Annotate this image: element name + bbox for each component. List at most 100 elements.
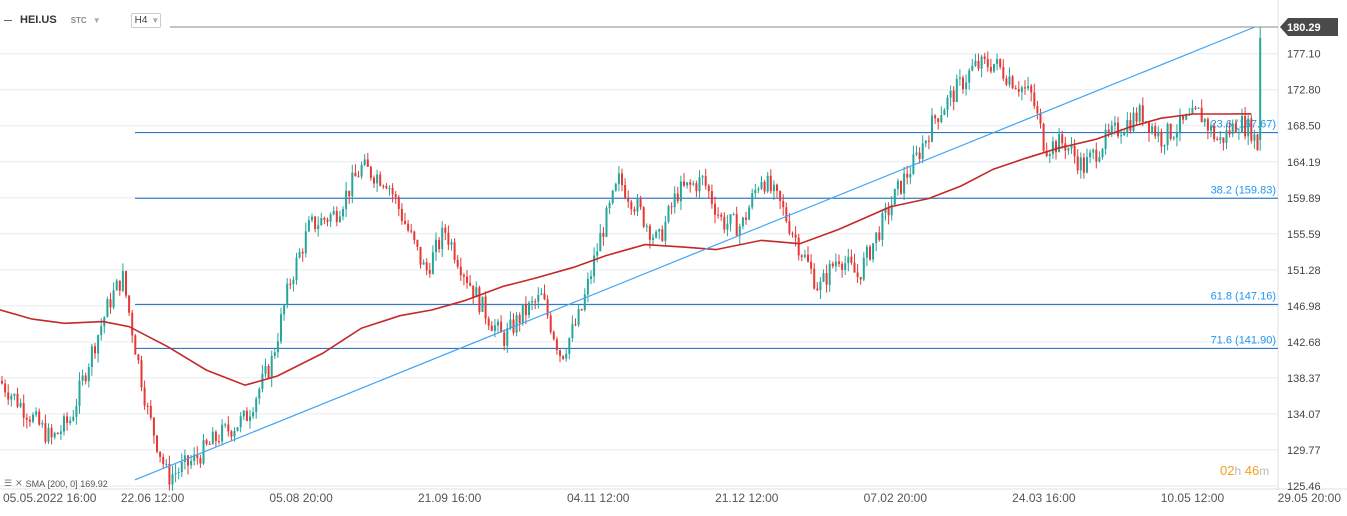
candle-body: [989, 67, 992, 72]
price-axis[interactable]: 180.29 177.10 172.80 168.50 164.19 159.89 155.…: [1280, 18, 1338, 493]
candle-body: [1014, 88, 1017, 90]
candle-body: [1148, 121, 1150, 133]
menu-dash-icon[interactable]: [4, 20, 12, 21]
trendline[interactable]: [134, 26, 1255, 481]
candle-body: [140, 360, 143, 388]
candle-body: [1113, 122, 1116, 126]
candle-body: [627, 197, 630, 202]
candle-body: [1172, 137, 1175, 139]
candle-body: [534, 301, 537, 303]
candle-body: [602, 232, 605, 237]
candle-body: [723, 216, 726, 230]
candle-body: [360, 164, 363, 177]
candle-body: [270, 355, 273, 379]
candle-body: [171, 474, 174, 485]
candle-body: [1107, 129, 1110, 133]
candlestick-series: [1, 27, 1262, 491]
candle-body: [949, 90, 952, 98]
candle-body: [301, 251, 304, 254]
settings-icon[interactable]: ☰: [4, 478, 13, 488]
candle-body: [946, 97, 949, 110]
candle-body: [28, 419, 31, 422]
candle-body: [763, 181, 766, 192]
candle-body: [267, 365, 270, 379]
candle-body: [819, 281, 822, 291]
candle-body: [850, 256, 853, 263]
candle-body: [726, 223, 729, 230]
x-tick-label: 21.12 12:00: [715, 491, 779, 505]
candle-body: [264, 365, 267, 374]
candle-body: [475, 287, 478, 298]
candle-body: [884, 207, 887, 213]
candle-body: [252, 412, 255, 417]
candle-body: [655, 231, 658, 238]
candle-body: [13, 393, 16, 396]
candle-body: [128, 295, 131, 313]
candle-body: [518, 315, 521, 324]
candle-body: [109, 299, 112, 308]
candle-body: [125, 271, 127, 296]
candle-body: [87, 366, 90, 382]
candle-body: [1005, 78, 1008, 85]
candle-body: [608, 202, 611, 209]
candle-body: [35, 411, 38, 415]
candle-body: [912, 154, 915, 175]
symbol-label[interactable]: HEI.US: [20, 14, 57, 26]
candle-body: [143, 387, 146, 406]
fibonacci-levels[interactable]: 23.6 (167.67) 38.2 (159.83) 61.8 (147.16) 7…: [135, 119, 1278, 349]
candle-body: [47, 427, 50, 442]
candle-body: [515, 315, 518, 333]
candle-body: [261, 373, 264, 389]
candle-body: [289, 283, 292, 285]
candle-body: [304, 231, 307, 254]
candle-body: [791, 233, 794, 235]
candle-body: [1200, 107, 1203, 123]
candle-body: [1076, 156, 1079, 171]
candle-body: [363, 159, 366, 165]
time-axis[interactable]: 05.05.2022 16:00 22.06 12:00 05.08 20:00 21…: [3, 491, 1341, 505]
candle-body: [81, 375, 84, 381]
candle-body: [106, 299, 109, 318]
candle-body: [447, 232, 450, 245]
candle-body: [621, 173, 623, 185]
candle-body: [934, 115, 937, 119]
candle-body: [90, 346, 93, 367]
candle-body: [611, 190, 614, 203]
candle-body: [1244, 116, 1247, 137]
candle-body: [1185, 115, 1188, 120]
candle-body: [630, 201, 633, 210]
candle-body: [531, 301, 534, 303]
candle-body: [555, 339, 558, 351]
candle-body: [100, 326, 103, 336]
candle-body: [500, 321, 503, 333]
close-icon[interactable]: ✕: [15, 478, 23, 488]
x-tick-label: 21.09 16:00: [418, 491, 482, 505]
candle-body: [1095, 149, 1098, 162]
candle-body: [478, 287, 481, 312]
candle-body: [1104, 129, 1107, 150]
fib-level-label: 23.6 (167.67): [1211, 119, 1276, 131]
candle-body: [636, 199, 639, 212]
candle-body: [292, 279, 295, 285]
candle-body: [1098, 157, 1101, 162]
candle-body: [776, 184, 778, 191]
timeframe-select[interactable]: H4 ▼: [130, 12, 161, 28]
candle-body: [1256, 134, 1259, 151]
candle-body: [382, 185, 385, 187]
candle-body: [528, 302, 530, 316]
candle-body: [686, 182, 689, 186]
candle-body: [661, 229, 664, 241]
candle-body: [977, 60, 980, 69]
candle-body: [199, 458, 202, 464]
sma-line: [0, 113, 1252, 387]
candle-body: [1002, 66, 1005, 79]
candle-body: [896, 180, 899, 189]
x-tick-label: 24.03 16:00: [1012, 491, 1076, 505]
timer-hours: 02: [1220, 463, 1235, 478]
candle-body: [1024, 87, 1026, 89]
candle-body: [44, 423, 47, 442]
chevron-down-icon[interactable]: ▼: [92, 15, 101, 25]
candle-body: [227, 424, 230, 432]
candle-body: [280, 314, 282, 342]
